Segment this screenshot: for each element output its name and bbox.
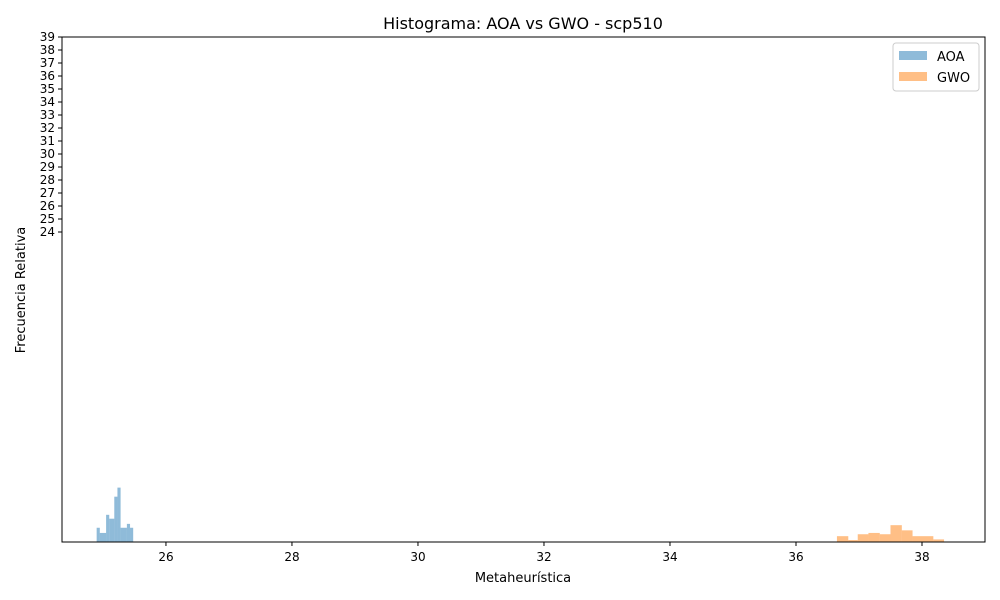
histogram-bar-gwo-4 xyxy=(879,534,891,542)
x-axis-ticks: 26 28 30 32 34 36 38 xyxy=(158,542,930,564)
y-tick-label: 34 xyxy=(40,95,55,109)
legend-label-gwo: GWO xyxy=(937,71,970,86)
x-tick-label: 28 xyxy=(284,550,299,564)
x-tick-label: 38 xyxy=(914,550,929,564)
y-tick-label: 25 xyxy=(40,212,55,226)
y-tick-label: 35 xyxy=(40,82,55,96)
histogram-bars xyxy=(96,487,945,542)
legend-swatch-gwo xyxy=(899,72,927,81)
y-tick-label: 29 xyxy=(40,160,55,174)
y-axis-label: Frecuencia Relativa xyxy=(14,227,29,353)
y-tick-label: 30 xyxy=(40,147,55,161)
histogram-bar-gwo-5 xyxy=(890,525,902,542)
histogram-bar-gwo-2 xyxy=(857,534,869,542)
histogram-bar-aoa-0 xyxy=(96,527,100,542)
plot-frame xyxy=(61,36,986,543)
histogram-bar-gwo-3 xyxy=(868,532,880,542)
histogram-bar-aoa-8 xyxy=(130,527,134,542)
histogram-bar-aoa-4 xyxy=(114,496,118,542)
histogram-bar-gwo-0 xyxy=(836,536,849,542)
y-tick-label: 38 xyxy=(40,43,55,57)
histogram-bar-aoa-1 xyxy=(99,532,107,542)
x-tick-label: 32 xyxy=(536,550,551,564)
histogram-bar-aoa-6 xyxy=(120,527,127,542)
y-tick-label: 32 xyxy=(40,121,55,135)
x-tick-label: 26 xyxy=(158,550,173,564)
histogram-bar-gwo-7 xyxy=(912,536,934,542)
chart-title: Histograma: AOA vs GWO - scp510 xyxy=(383,14,663,33)
histogram-bar-aoa-5 xyxy=(117,487,121,542)
y-tick-label: 28 xyxy=(40,173,55,187)
y-tick-label: 26 xyxy=(40,199,55,213)
y-tick-label: 24 xyxy=(40,225,55,239)
histogram-bar-gwo-8 xyxy=(933,539,945,542)
histogram-bar-gwo-1 xyxy=(848,540,858,542)
legend-label-aoa: AOA xyxy=(937,50,965,65)
y-tick-label: 27 xyxy=(40,186,55,200)
x-tick-label: 34 xyxy=(662,550,677,564)
y-tick-label: 33 xyxy=(40,108,55,122)
y-tick-label: 39 xyxy=(40,30,55,44)
x-tick-label: 30 xyxy=(410,550,425,564)
legend-swatch-aoa xyxy=(899,51,927,60)
histogram-bar-aoa-2 xyxy=(106,514,110,542)
histogram-bar-aoa-7 xyxy=(126,523,131,542)
x-tick-label: 36 xyxy=(788,550,803,564)
y-tick-label: 36 xyxy=(40,69,55,83)
histogram-bar-gwo-6 xyxy=(901,530,913,542)
x-axis-label: Metaheurística xyxy=(475,571,571,586)
y-tick-label: 31 xyxy=(40,134,55,148)
y-tick-label: 37 xyxy=(40,56,55,70)
histogram-bar-aoa-3 xyxy=(109,518,115,542)
legend: AOA GWO xyxy=(892,42,980,92)
